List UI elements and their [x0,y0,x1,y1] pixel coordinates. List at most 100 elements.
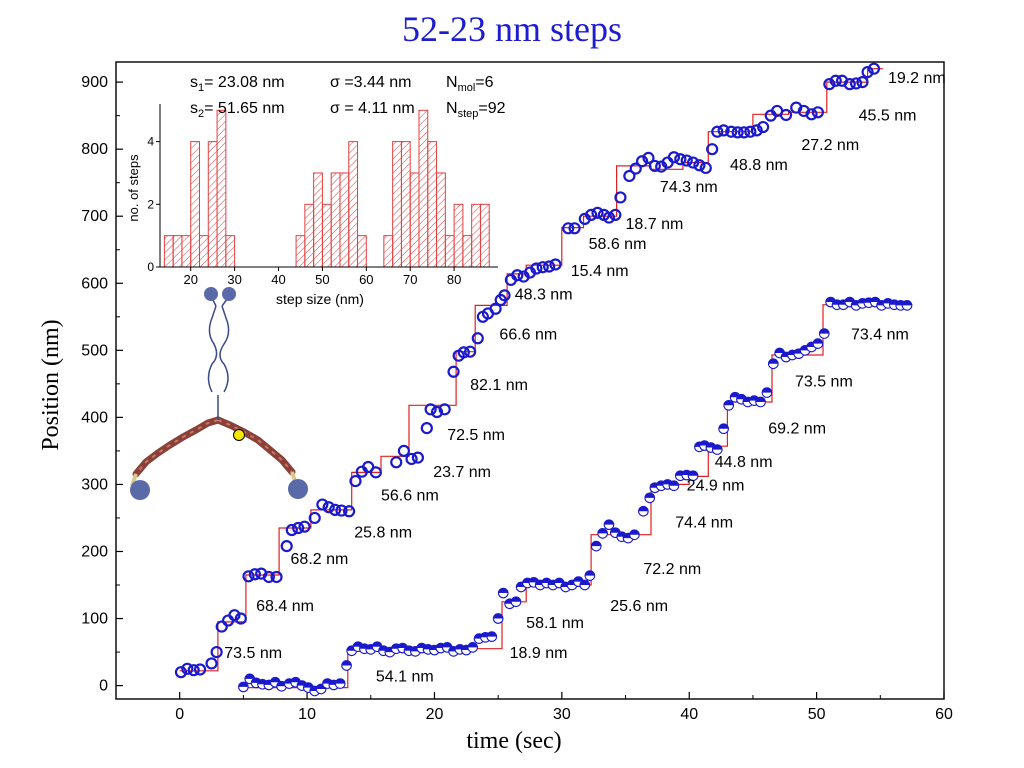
stat-sigma1: σ =3.44 nm [330,74,411,91]
y-tick-label: 600 [81,275,108,292]
step-size-label: 23.7 nm [433,464,491,481]
data-point [486,631,498,642]
histogram-bar [383,235,394,268]
series-layer [174,62,913,697]
data-point [430,405,444,419]
data-point [308,511,321,525]
data-point [349,474,362,488]
data-point [591,206,604,219]
data-point [614,191,627,204]
data-point [737,126,751,139]
step-size-label: 73.5 nm [224,645,282,662]
data-point [234,612,247,625]
y-tick-label: 100 [81,611,108,628]
data-point [717,124,730,137]
data-point [298,520,311,533]
data-point [590,540,602,552]
data-point [579,579,591,591]
data-point [562,222,575,235]
data-point [181,662,194,675]
stat-row-1: s1= 23.08 nm [190,74,285,94]
data-point [812,338,824,349]
data-point [270,570,283,584]
histogram-bar [418,109,429,268]
data-point [629,162,642,175]
chart-title: 52-23 nm steps [402,9,622,49]
myosin-molecule-illustration [130,287,308,500]
histogram-bar [427,141,438,268]
data-point [761,387,773,398]
histogram-bar [190,141,201,268]
stat-s2-sub: 2 [198,108,204,120]
data-point [856,76,869,89]
histogram-bar [304,203,315,268]
data-point [818,328,830,339]
inset-x-tick-label: 20 [183,272,197,287]
y-tick-label: 300 [81,476,108,493]
inset-x-tick-label: 80 [447,272,461,287]
data-point [498,289,511,302]
data-point [603,519,615,531]
data-point [343,505,356,518]
y-tick-label: 0 [99,678,108,695]
data-point [693,159,706,172]
x-tick-label: 40 [680,706,698,723]
data-point [723,399,735,411]
data-point [602,211,616,224]
data-point [706,143,719,156]
data-point [471,332,484,345]
data-point [843,78,856,91]
data-point [292,521,305,535]
data-point [335,504,348,517]
step-size-label: 19.2 nm [888,70,946,87]
data-point [609,208,622,221]
data-point [744,125,757,138]
data-point [767,358,779,370]
data-point [861,65,874,79]
inset-x-tick-label: 60 [359,272,373,287]
histogram-axes: 20 30 40 50 60 70 80 0 2 4 [147,104,498,287]
data-point [711,444,723,455]
data-point [215,620,228,633]
stat-n-symbol-2: N [446,100,458,117]
inset-y-tick-label: 2 [147,197,154,211]
histogram-bar [199,235,209,268]
step-size-label: 48.8 nm [730,157,788,174]
inset-x-tick-label: 30 [227,272,241,287]
data-point [497,587,509,599]
stat-n-symbol-1: N [446,74,458,91]
data-point [668,480,680,492]
histogram-bar [313,172,323,268]
step-size-label: 68.2 nm [291,551,349,568]
histogram-bar [207,141,218,268]
data-point [543,260,556,273]
stat-n-sub-1: mol [458,82,476,94]
data-point [242,570,255,583]
data-point [248,568,261,581]
inset-y-tick-label: 0 [147,260,154,274]
data-point [750,124,763,137]
histogram-bar [436,172,446,268]
data-point [725,125,738,138]
histogram-bar [400,141,411,268]
histogram-bar [339,172,350,268]
stat-n-value-2: =92 [478,100,505,117]
step-size-label: 44.8 nm [715,454,773,471]
step-size-label: 25.8 nm [354,524,412,541]
data-point [779,108,793,122]
data-point [584,570,596,581]
y-tick-label: 200 [81,543,108,560]
data-point [341,660,352,671]
data-point [718,423,729,435]
y-tick-label: 700 [81,208,108,225]
step-size-label: 18.7 nm [626,216,684,233]
step-size-label: 74.4 nm [675,514,733,531]
data-point [467,642,479,653]
data-point [536,261,549,274]
stat-s1-sub: 1 [198,82,204,94]
step-size-label: 73.4 nm [851,327,909,344]
data-point [390,456,403,469]
stat-nmol: Nmol=6 [446,74,494,94]
data-point [262,570,275,584]
data-point [378,645,389,657]
